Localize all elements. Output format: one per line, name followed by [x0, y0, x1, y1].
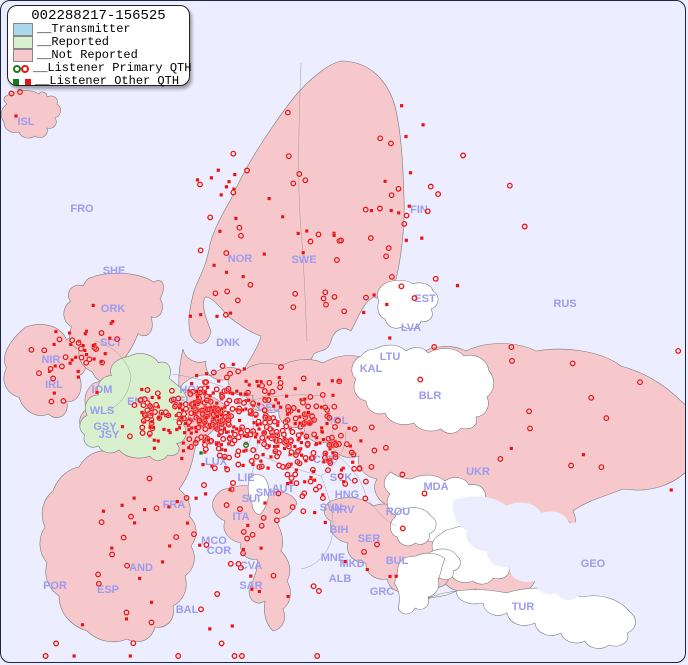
svg-text:AND: AND — [129, 562, 153, 574]
svg-text:MKD: MKD — [339, 558, 364, 570]
svg-text:FRO: FRO — [70, 203, 94, 215]
svg-text:HNG: HNG — [335, 489, 359, 501]
svg-text:ISL: ISL — [17, 116, 34, 128]
svg-text:RUS: RUS — [553, 298, 576, 310]
svg-text:EST: EST — [414, 293, 436, 305]
svg-text:UKR: UKR — [466, 466, 490, 478]
svg-text:COR: COR — [207, 545, 232, 557]
svg-text:JSY: JSY — [99, 429, 120, 441]
svg-text:BIH: BIH — [330, 524, 349, 536]
svg-text:FRA: FRA — [163, 499, 186, 511]
svg-text:POR: POR — [43, 580, 67, 592]
svg-text:SHE: SHE — [103, 265, 126, 277]
svg-text:TUR: TUR — [512, 601, 535, 613]
svg-text:ALB: ALB — [329, 573, 352, 585]
svg-text:BLR: BLR — [419, 390, 442, 402]
svg-text:HRV: HRV — [331, 504, 355, 516]
svg-text:BUL: BUL — [386, 555, 409, 567]
svg-text:KAL: KAL — [360, 363, 383, 375]
svg-text:LVA: LVA — [401, 322, 421, 334]
svg-text:NOR: NOR — [228, 253, 253, 265]
svg-text:WLS: WLS — [90, 405, 114, 417]
svg-text:NIR: NIR — [42, 354, 61, 366]
svg-text:GRC: GRC — [370, 586, 395, 598]
svg-text:MDA: MDA — [423, 481, 448, 493]
svg-text:GEO: GEO — [581, 558, 606, 570]
svg-text:LIE: LIE — [237, 472, 254, 484]
svg-text:ROU: ROU — [386, 506, 411, 518]
svg-text:SER: SER — [358, 533, 381, 545]
svg-text:ITA: ITA — [233, 511, 250, 523]
svg-text:LTU: LTU — [380, 351, 401, 363]
svg-text:BAL: BAL — [176, 604, 199, 616]
svg-text:SWE: SWE — [291, 254, 316, 266]
svg-text:IOM: IOM — [92, 384, 113, 396]
svg-text:ORK: ORK — [101, 303, 126, 315]
svg-text:DNK: DNK — [216, 337, 240, 349]
